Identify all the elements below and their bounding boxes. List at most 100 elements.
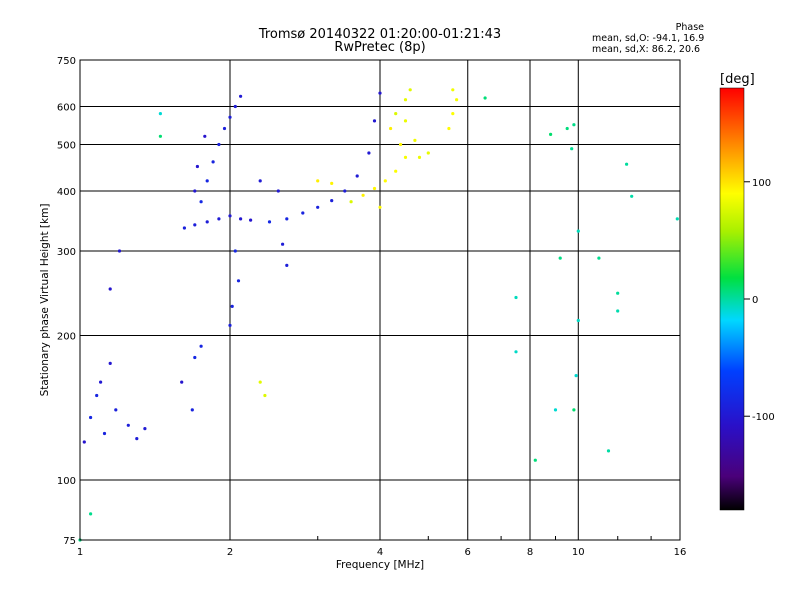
y-tick-labels: 75 100 200 300 400 500 600 750 — [57, 56, 76, 547]
data-point-scattered — [558, 256, 562, 260]
data-point-scattered — [514, 295, 518, 300]
data-point-scattered — [565, 126, 569, 131]
grid-lines — [79, 59, 681, 541]
data-point-x-mode — [455, 98, 459, 102]
data-point-o-mode — [239, 217, 243, 221]
phase-stats-x: mean, sd,X: 86.2, 20.6 — [592, 44, 701, 55]
data-point-x-mode — [372, 186, 377, 191]
data-point-o-mode — [217, 217, 221, 221]
data-point-x-mode — [263, 393, 267, 398]
data-point-o-mode — [82, 440, 86, 444]
x-axis-label: Frequency [MHz] — [336, 559, 424, 571]
data-point-scattered — [533, 458, 537, 462]
x-tick-label: 2 — [227, 547, 233, 558]
data-point-scattered — [89, 512, 93, 516]
data-point-scattered — [576, 318, 580, 323]
data-point-o-mode — [199, 200, 203, 204]
data-point-o-mode — [211, 160, 215, 164]
x-tick-labels: 1 2 4 6 8 10 16 — [77, 547, 687, 558]
data-point-scattered — [158, 112, 162, 116]
data-point-x-mode — [403, 98, 408, 102]
data-point-scattered — [158, 134, 162, 138]
data-point-o-mode — [99, 380, 103, 384]
colorbar-gradient — [719, 87, 745, 511]
data-point-scattered — [514, 350, 518, 354]
data-point-o-mode — [285, 217, 289, 221]
data-point-x-mode — [451, 112, 455, 116]
data-point-x-mode — [383, 179, 387, 183]
data-point-o-mode — [117, 249, 122, 253]
data-point-o-mode — [180, 380, 184, 384]
data-point-o-mode — [228, 323, 232, 327]
x-tick-label: 1 — [77, 547, 83, 558]
data-point-o-mode — [330, 199, 334, 203]
data-point-scattered — [597, 256, 601, 260]
y-tick-label: 300 — [57, 247, 76, 258]
colorbar-unit: [deg] — [720, 72, 755, 87]
data-point-o-mode — [228, 115, 232, 119]
data-point-x-mode — [417, 155, 422, 159]
data-point-x-mode — [361, 193, 365, 197]
data-points — [78, 88, 679, 542]
y-tick-label: 200 — [57, 332, 76, 343]
data-point-o-mode — [108, 287, 112, 291]
data-point-x-mode — [451, 88, 455, 92]
data-point-o-mode — [343, 189, 347, 193]
data-point-o-mode — [378, 91, 382, 95]
data-point-x-mode — [258, 380, 262, 384]
data-point-scattered — [616, 291, 620, 295]
data-point-o-mode — [95, 393, 99, 398]
data-point-scattered — [630, 194, 634, 198]
data-point-o-mode — [126, 423, 130, 427]
data-point-scattered — [616, 309, 620, 313]
data-point-o-mode — [249, 218, 253, 222]
data-point-scattered — [570, 147, 574, 151]
data-point-scattered — [572, 123, 576, 127]
data-point-o-mode — [367, 151, 371, 155]
data-point-o-mode — [258, 179, 262, 183]
data-point-o-mode — [102, 431, 107, 436]
colorbar-tick-label: 100 — [752, 178, 771, 189]
y-tick-label: 600 — [57, 103, 76, 114]
x-tick-label: 16 — [674, 547, 687, 558]
data-point-x-mode — [408, 88, 412, 92]
x-tick-label: 8 — [527, 547, 533, 558]
y-tick-label: 500 — [57, 141, 76, 152]
data-point-o-mode — [316, 205, 320, 209]
data-point-o-mode — [222, 126, 227, 131]
data-point-scattered — [675, 217, 679, 221]
data-point-x-mode — [426, 151, 430, 155]
data-point-o-mode — [372, 119, 377, 123]
data-point-o-mode — [108, 361, 112, 365]
data-point-o-mode — [228, 214, 232, 218]
data-point-o-mode — [281, 242, 285, 246]
data-point-scattered — [483, 96, 487, 100]
colorbar: [deg] 100 0 -100 — [719, 72, 775, 511]
data-point-o-mode — [267, 220, 272, 224]
data-point-o-mode — [143, 427, 147, 431]
data-point-o-mode — [193, 189, 197, 193]
data-point-x-mode — [349, 200, 353, 204]
data-point-o-mode — [89, 415, 93, 420]
data-point-x-mode — [413, 138, 417, 142]
data-point-x-mode — [316, 179, 320, 183]
data-point-o-mode — [355, 174, 359, 178]
data-point-scattered — [625, 162, 629, 166]
chart-subtitle: RwPretec (8p) — [334, 40, 426, 55]
data-point-scattered — [574, 374, 578, 378]
data-point-o-mode — [205, 179, 209, 183]
phase-stats-o: mean, sd,O: -94.1, 16.9 — [592, 33, 705, 44]
data-point-o-mode — [285, 263, 289, 267]
data-point-x-mode — [399, 142, 403, 147]
data-point-o-mode — [203, 134, 207, 138]
data-point-o-mode — [217, 142, 221, 147]
data-point-x-mode — [378, 205, 382, 209]
x-tick-label: 4 — [377, 547, 383, 558]
x-tick-label: 10 — [572, 547, 585, 558]
x-tick-label: 6 — [465, 547, 471, 558]
data-point-o-mode — [193, 355, 197, 360]
data-point-x-mode — [403, 155, 408, 159]
data-point-o-mode — [236, 279, 241, 283]
colorbar-ticks: 100 0 -100 — [744, 178, 775, 423]
